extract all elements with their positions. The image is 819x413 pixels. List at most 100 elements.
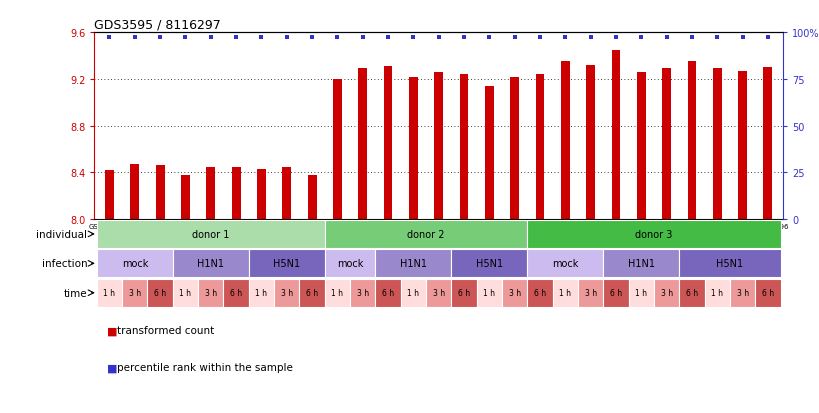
Bar [274, 279, 299, 307]
Bar [105, 171, 114, 220]
Bar [232, 167, 240, 220]
Bar [375, 279, 400, 307]
Bar [459, 75, 468, 220]
Bar [206, 167, 215, 220]
Text: donor 2: donor 2 [407, 229, 444, 240]
Bar [256, 169, 265, 220]
Text: 1 h: 1 h [559, 289, 571, 297]
Bar [198, 279, 223, 307]
Text: 6 h: 6 h [533, 289, 545, 297]
Text: time: time [64, 288, 88, 298]
Bar [400, 279, 426, 307]
Bar [678, 279, 704, 307]
Bar [350, 279, 375, 307]
Text: 3 h: 3 h [205, 289, 216, 297]
Text: ■: ■ [106, 325, 117, 335]
Bar [434, 73, 442, 220]
Text: H1N1: H1N1 [400, 259, 427, 269]
Bar [662, 69, 670, 220]
Text: 6 h: 6 h [685, 289, 697, 297]
Text: 6 h: 6 h [154, 289, 166, 297]
Bar [426, 279, 450, 307]
Bar [636, 73, 645, 220]
Bar [704, 279, 729, 307]
Text: 3 h: 3 h [660, 289, 672, 297]
Text: transformed count: transformed count [117, 325, 215, 335]
Bar [333, 80, 342, 220]
Text: 1 h: 1 h [256, 289, 267, 297]
Bar [383, 67, 392, 220]
Bar [375, 249, 450, 278]
Bar [324, 220, 527, 249]
Text: 6 h: 6 h [761, 289, 773, 297]
Text: 1 h: 1 h [635, 289, 646, 297]
Text: 3 h: 3 h [508, 289, 520, 297]
Bar [653, 279, 678, 307]
Bar [712, 69, 721, 220]
Text: 3 h: 3 h [129, 289, 141, 297]
Bar [762, 68, 771, 220]
Text: 3 h: 3 h [280, 289, 292, 297]
Bar [501, 279, 527, 307]
Bar [527, 279, 552, 307]
Bar [248, 279, 274, 307]
Text: 3 h: 3 h [432, 289, 444, 297]
Text: donor 3: donor 3 [635, 229, 672, 240]
Bar [307, 176, 316, 220]
Bar [686, 62, 695, 220]
Bar [737, 71, 746, 220]
Text: 1 h: 1 h [407, 289, 419, 297]
Text: mock: mock [337, 259, 363, 269]
Bar [603, 249, 678, 278]
Bar [484, 87, 493, 220]
Text: 3 h: 3 h [356, 289, 369, 297]
Bar [324, 279, 350, 307]
Bar [156, 166, 165, 220]
Text: GDS3595 / 8116297: GDS3595 / 8116297 [94, 19, 221, 32]
Text: 3 h: 3 h [584, 289, 596, 297]
Bar [586, 66, 595, 220]
Text: 6 h: 6 h [457, 289, 469, 297]
Bar [527, 220, 780, 249]
Bar [535, 75, 544, 220]
Bar [552, 279, 577, 307]
Text: donor 1: donor 1 [192, 229, 229, 240]
Bar [223, 279, 248, 307]
Bar [476, 279, 501, 307]
Bar [509, 77, 518, 220]
Bar [181, 176, 190, 220]
Bar [409, 77, 418, 220]
Text: infection: infection [42, 259, 88, 269]
Text: 6 h: 6 h [609, 289, 622, 297]
Bar [450, 249, 527, 278]
Text: 6 h: 6 h [305, 289, 318, 297]
Bar [282, 167, 291, 220]
Bar [324, 249, 375, 278]
Text: 1 h: 1 h [710, 289, 722, 297]
Text: 1 h: 1 h [179, 289, 191, 297]
Bar [173, 279, 198, 307]
Text: 3 h: 3 h [735, 289, 748, 297]
Text: percentile rank within the sample: percentile rank within the sample [117, 363, 292, 373]
Text: mock: mock [121, 259, 147, 269]
Bar [754, 279, 780, 307]
Bar [450, 279, 476, 307]
Text: H5N1: H5N1 [273, 259, 300, 269]
Bar [97, 220, 324, 249]
Bar [729, 279, 754, 307]
Text: H1N1: H1N1 [627, 259, 654, 269]
Text: individual: individual [36, 229, 88, 240]
Bar [299, 279, 324, 307]
Bar [97, 249, 173, 278]
Bar [248, 249, 324, 278]
Bar [130, 165, 139, 220]
Text: 6 h: 6 h [382, 289, 394, 297]
Bar [560, 62, 569, 220]
Bar [611, 50, 620, 220]
Bar [527, 249, 603, 278]
Bar [577, 279, 603, 307]
Bar [628, 279, 654, 307]
Bar [603, 279, 628, 307]
Text: H1N1: H1N1 [197, 259, 224, 269]
Text: 1 h: 1 h [103, 289, 115, 297]
